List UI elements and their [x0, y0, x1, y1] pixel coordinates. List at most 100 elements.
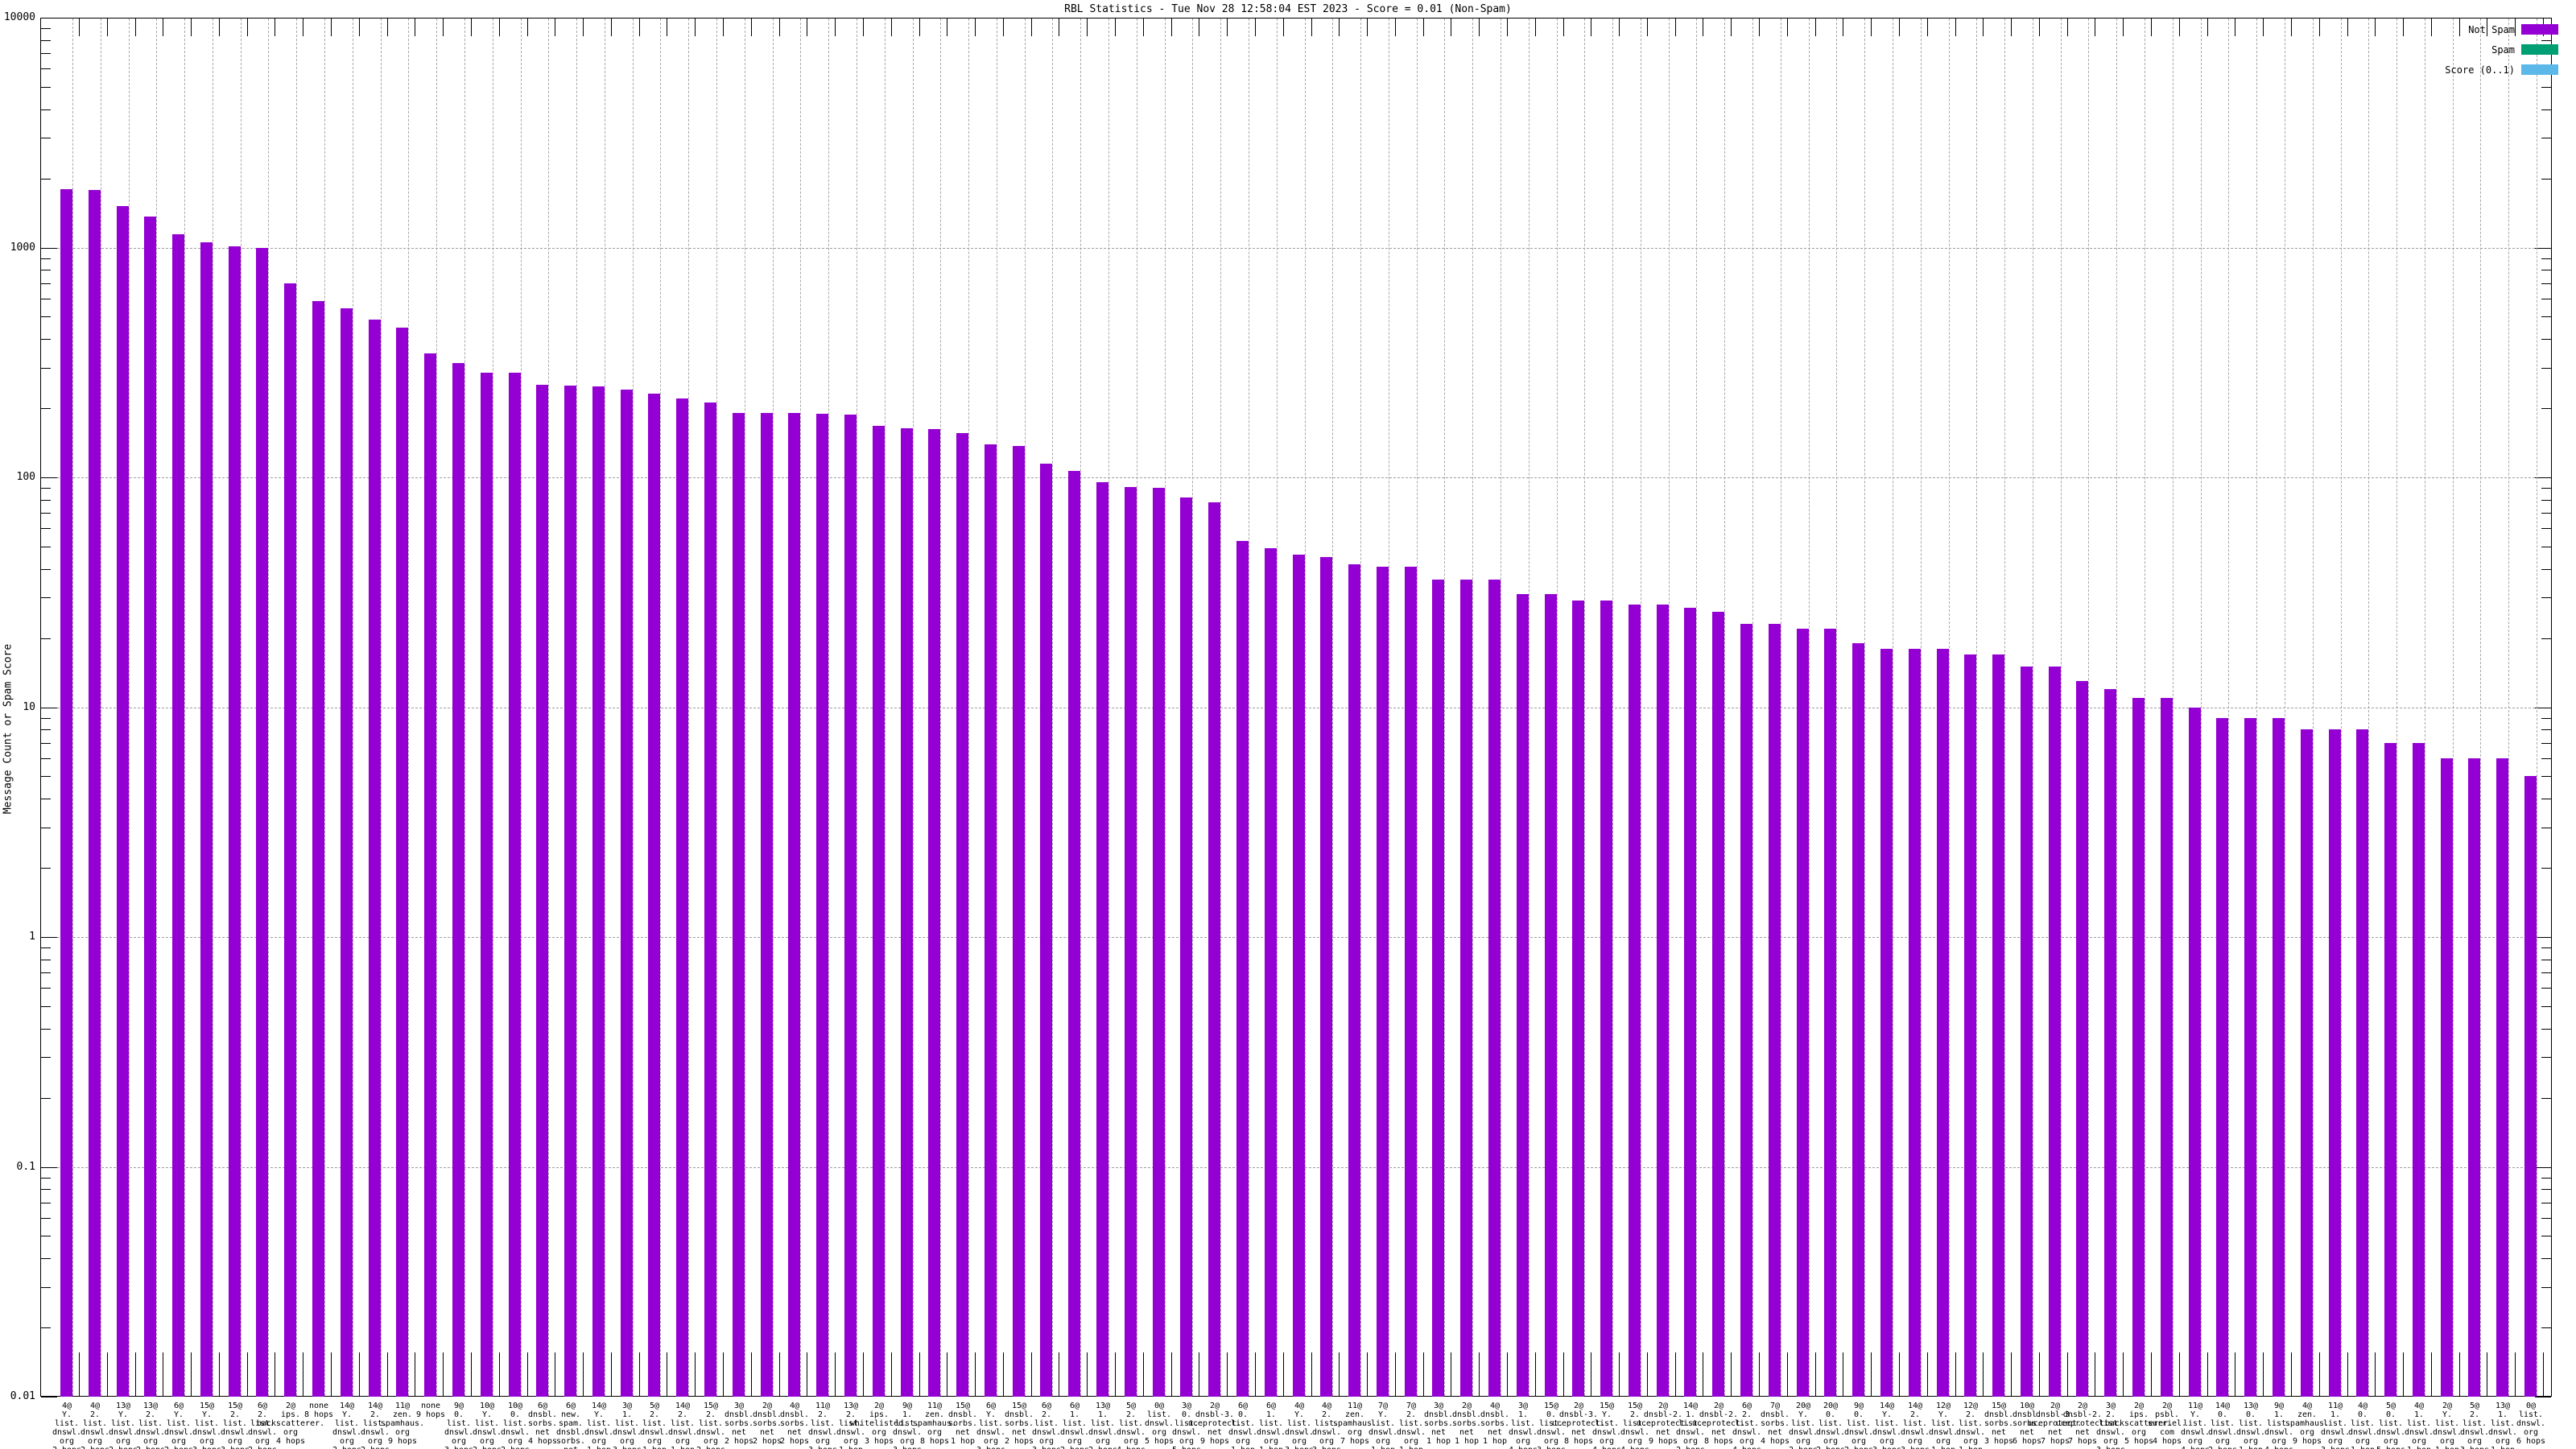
x-tick-bottom [443, 1352, 444, 1397]
x-tick-label: 9@ 0. list. dnswl. org 3 hops [444, 1402, 474, 1449]
not-spam-bar [761, 413, 773, 1397]
x-tick-top [1535, 19, 1536, 36]
x-tick-bottom [1423, 1352, 1424, 1397]
v-gridline [1752, 19, 1753, 1396]
y-minor-tick [41, 488, 51, 489]
x-tick-top [2207, 19, 2208, 36]
legend-item-not-spam: Not Spam [2445, 19, 2558, 39]
v-gridline [2228, 19, 2229, 1396]
y-minor-tick [41, 68, 51, 69]
x-tick-top [1731, 19, 1732, 36]
v-gridline [2341, 19, 2342, 1396]
not-spam-bar [1236, 541, 1249, 1397]
x-tick-bottom [835, 1352, 836, 1397]
x-tick-bottom [1479, 1352, 1480, 1397]
not-spam-bar [1797, 629, 1809, 1397]
x-tick-bottom [2039, 1352, 2040, 1397]
v-gridline [913, 19, 914, 1396]
x-tick-top [247, 19, 248, 36]
v-gridline [1220, 19, 1221, 1396]
x-tick-label: 15@ 0. list. dnswl. org 3 hops [1536, 1402, 1567, 1449]
x-tick-label: 2@ dnsbl-2. uceprotect. net 7 hops [2055, 1402, 2110, 1446]
x-tick-label: 3@ dnsbl. sorbs. net 1 hop [1423, 1402, 1454, 1446]
not-spam-bar [873, 426, 885, 1397]
y-minor-tick [41, 638, 51, 639]
x-tick-label: 2@ psbl. surriel. com 4 hops [2147, 1402, 2187, 1446]
not-spam-bar [2496, 758, 2508, 1397]
x-tick-top [2123, 19, 2124, 36]
x-tick-label: 15@ 2. list. dnswl. org 2 hops [696, 1402, 726, 1449]
x-tick-bottom [751, 1352, 752, 1397]
x-tick-top [527, 19, 528, 36]
y-tick-label: 100 [16, 471, 35, 483]
x-tick-top [2431, 19, 2432, 36]
y-minor-tick [2541, 1098, 2551, 1099]
x-tick-top [1899, 19, 1900, 36]
x-tick-top [1423, 19, 1424, 36]
y-minor-tick [2541, 1029, 2551, 1030]
x-tick-bottom [1983, 1352, 1984, 1397]
not-spam-bar [901, 428, 913, 1397]
x-tick-label: 5@ 2. list. dnswl. org 3 hops [2459, 1402, 2490, 1449]
not-spam-bar [396, 328, 408, 1397]
y-minor-tick [2541, 569, 2551, 570]
y-minor-tick [2541, 947, 2551, 948]
x-tick-label: 15@ dnsbl. sorbs. net 3 hops [1984, 1402, 2014, 1446]
y-minor-tick [2541, 339, 2551, 340]
x-tick-bottom [2543, 1352, 2544, 1397]
x-tick-label: 14@ 2. list. dnswl. org 3 hops [1900, 1402, 1930, 1449]
x-tick-label: 3@ 1. list. dnswl. org 3 hops [612, 1402, 642, 1449]
not-spam-bar [2413, 743, 2425, 1397]
x-tick-top [2011, 19, 2012, 36]
v-gridline [2256, 19, 2257, 1396]
not-spam-bar [1013, 446, 1025, 1397]
not-spam-bar [1712, 612, 1724, 1397]
y-major-tick [41, 1167, 57, 1168]
x-tick-top [1227, 19, 1228, 36]
x-tick-bottom [1367, 1352, 1368, 1397]
not-spam-bar [648, 394, 660, 1397]
v-gridline [1976, 19, 1977, 1396]
y-tick-label: 1 [29, 931, 35, 943]
not-spam-bar [312, 301, 324, 1397]
x-tick-label: 6@ 1. list. dnswl. org 1 hop [1256, 1402, 1286, 1449]
v-gridline [660, 19, 661, 1396]
y-minor-tick [41, 758, 51, 759]
x-tick-label: 4@ Y. list. dnswl. org 3 hops [1284, 1402, 1315, 1449]
not-spam-bar [2301, 729, 2313, 1397]
not-spam-bar [1769, 624, 1781, 1397]
y-minor-tick [41, 179, 51, 180]
v-gridline [1444, 19, 1445, 1396]
y-minor-tick [2541, 868, 2551, 869]
x-tick-bottom [135, 1352, 136, 1397]
x-tick-label: 2@ dnsbl. sorbs. net 1 hop [1451, 1402, 1482, 1446]
x-tick-top [1395, 19, 1396, 36]
x-tick-top [219, 19, 220, 36]
x-tick-label: 9@ 1. list. dnswl. org 4 hops [2264, 1402, 2294, 1449]
legend-item-spam: Spam [2445, 39, 2558, 60]
not-spam-bar [1992, 654, 2004, 1397]
not-spam-bar [621, 390, 633, 1397]
y-minor-tick [41, 87, 51, 88]
x-tick-bottom [1087, 1352, 1088, 1397]
v-gridline [2004, 19, 2005, 1396]
y-minor-tick [41, 513, 51, 514]
y-minor-tick [2541, 1189, 2551, 1190]
not-spam-bar [1684, 608, 1696, 1397]
y-minor-tick [41, 339, 51, 340]
y-minor-tick [41, 1098, 51, 1099]
v-gridline [1472, 19, 1473, 1396]
x-tick-bottom [2011, 1352, 2012, 1397]
not-spam-bar [733, 413, 745, 1397]
not-spam-bar [2076, 681, 2088, 1397]
x-tick-label: 0@ list. dnswl. org 5 hops [1144, 1402, 1174, 1446]
y-minor-tick [41, 1189, 51, 1190]
not-spam-bar [2104, 689, 2116, 1397]
x-tick-bottom [975, 1352, 976, 1397]
x-tick-bottom [331, 1352, 332, 1397]
y-minor-tick [41, 500, 51, 501]
y-minor-tick [41, 743, 51, 744]
y-minor-tick [2541, 368, 2551, 369]
x-tick-bottom [1227, 1352, 1228, 1397]
x-tick-top [1283, 19, 1284, 36]
